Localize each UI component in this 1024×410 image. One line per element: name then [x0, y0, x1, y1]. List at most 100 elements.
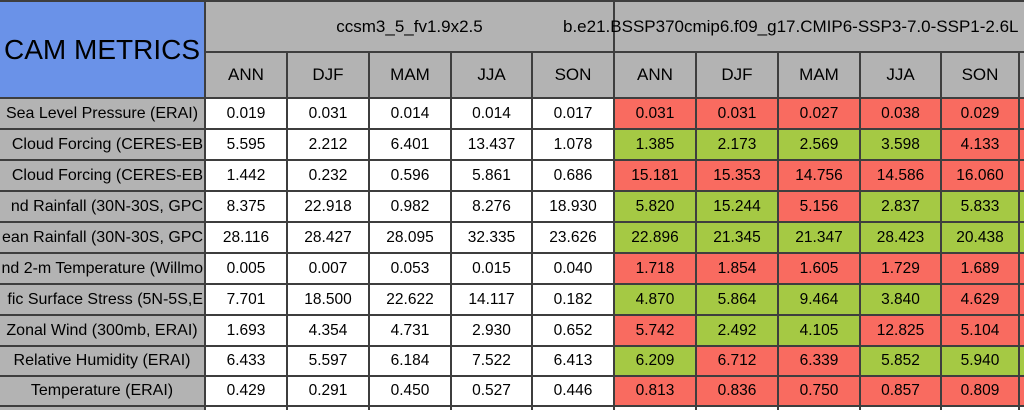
model1-value-cell: 28.116: [206, 223, 288, 254]
model2-value-cell: 1.729: [861, 254, 942, 285]
model1-value-cell: 13.437: [452, 130, 533, 161]
model2-value-cell: 5.864: [697, 285, 779, 316]
model1-value-cell: 5.597: [288, 347, 370, 377]
model1-value-cell: 0.040: [533, 254, 615, 285]
season-header-m2-ann: ANN: [615, 53, 697, 99]
model2-value-cell: 9.464: [779, 285, 861, 316]
model2-value-cell: 1.689: [942, 254, 1020, 285]
model2-value-cell: 5.156: [779, 192, 861, 223]
model2-value-cell: 0.031: [697, 99, 779, 130]
model1-value-cell: 4.354: [288, 316, 370, 347]
model1-value-cell: 23.626: [533, 223, 615, 254]
model2-value-cell: 6.209: [615, 347, 697, 377]
model2-value-cell: 5.852: [861, 347, 942, 377]
model1-value-cell: 1.693: [206, 316, 288, 347]
metric-label: Sea Level Pressure (ERAI): [0, 99, 206, 130]
season-header-m2-djf: DJF: [697, 53, 779, 99]
table-row: nd 2-m Temperature (Willmo 0.005 0.007 0.05…: [0, 254, 1024, 285]
clipped-edge-cell: [1020, 285, 1024, 316]
model2-value-cell: 3.840: [861, 285, 942, 316]
model2-header: b.e21.BSSP370cmip6.f09_g17.CMIP6-SSP3-7.…: [563, 2, 1024, 53]
model1-value-cell: 22.918: [288, 192, 370, 223]
model1-value-cell: 0.450: [370, 377, 452, 407]
model1-value-cell: 0.017: [533, 99, 615, 130]
season-header-m2-mam: MAM: [779, 53, 861, 99]
model1-name: ccsm3_5_fv1.9x2.5: [336, 16, 483, 36]
table-header: CAM METRICS ccsm3_5_fv1.9x2.5 b.e21.BSSP…: [0, 2, 1024, 99]
model2-value-cell: 1.854: [697, 254, 779, 285]
model2-value-cell: 0.750: [779, 377, 861, 407]
model1-value-cell: 2.930: [452, 316, 533, 347]
table-row: Zonal Wind (300mb, ERAI) 1.693 4.354 4.731 2…: [0, 316, 1024, 347]
model1-value-cell: 32.335: [452, 223, 533, 254]
model2-value-cell: 5.833: [942, 192, 1020, 223]
model1-value-cell: 1.078: [533, 130, 615, 161]
model2-value-cell: 0.813: [615, 377, 697, 407]
model2-value-cell: 2.492: [697, 316, 779, 347]
metric-label: Relative Humidity (ERAI): [0, 347, 206, 377]
season-header-m1-djf: DJF: [288, 53, 370, 99]
model1-value-cell: 0.031: [288, 99, 370, 130]
model1-value-cell: 0.652: [533, 316, 615, 347]
model1-value-cell: 0.527: [452, 377, 533, 407]
model1-value-cell: 28.095: [370, 223, 452, 254]
season-header-m1-mam: MAM: [370, 53, 452, 99]
model2-value-cell: 21.345: [697, 223, 779, 254]
model2-value-cell: 5.104: [942, 316, 1020, 347]
model2-value-cell: 2.173: [697, 130, 779, 161]
model1-value-cell: 4.731: [370, 316, 452, 347]
model2-value-cell: 4.105: [779, 316, 861, 347]
model1-value-cell: 8.375: [206, 192, 288, 223]
model1-value-cell: 0.019: [206, 99, 288, 130]
model2-value-cell: 0.031: [615, 99, 697, 130]
model2-value-cell: 4.870: [615, 285, 697, 316]
clipped-edge-cell: [1020, 377, 1024, 407]
model2-value-cell: 12.825: [861, 316, 942, 347]
model1-value-cell: 8.276: [452, 192, 533, 223]
model1-value-cell: 0.014: [452, 99, 533, 130]
model2-value-cell: 3.598: [861, 130, 942, 161]
model1-value-cell: 0.005: [206, 254, 288, 285]
model1-value-cell: 14.117: [452, 285, 533, 316]
model1-value-cell: 7.522: [452, 347, 533, 377]
model1-value-cell: 0.232: [288, 161, 370, 192]
metric-label: fic Surface Stress (5N-5S,E: [0, 285, 206, 316]
model1-value-cell: 2.212: [288, 130, 370, 161]
model2-value-cell: 5.742: [615, 316, 697, 347]
model2-value-cell: 2.569: [779, 130, 861, 161]
metric-label: ean Rainfall (30N-30S, GPC: [0, 223, 206, 254]
clipped-edge-cell: [1020, 161, 1024, 192]
season-header-m1-ann: ANN: [206, 53, 288, 99]
model2-value-cell: 0.038: [861, 99, 942, 130]
model1-value-cell: 28.427: [288, 223, 370, 254]
model1-value-cell: 0.596: [370, 161, 452, 192]
model2-value-cell: 0.027: [779, 99, 861, 130]
model1-value-cell: 18.930: [533, 192, 615, 223]
model2-value-cell: 15.244: [697, 192, 779, 223]
clipped-edge-cell: [1020, 130, 1024, 161]
model1-value-cell: 0.446: [533, 377, 615, 407]
table-row: Relative Humidity (ERAI) 6.433 5.597 6.184 7…: [0, 347, 1024, 377]
model1-value-cell: 0.291: [288, 377, 370, 407]
model2-value-cell: 4.629: [942, 285, 1020, 316]
model2-value-cell: 15.353: [697, 161, 779, 192]
model2-value-cell: 6.712: [697, 347, 779, 377]
table-row: Cloud Forcing (CERES-EB 1.442 0.232 0.596 5.…: [0, 161, 1024, 192]
partial-label-cell: [0, 407, 206, 410]
model2-value-cell: 16.060: [942, 161, 1020, 192]
model2-value-cell: 5.940: [942, 347, 1020, 377]
metric-label: nd Rainfall (30N-30S, GPC: [0, 192, 206, 223]
model1-value-cell: 0.429: [206, 377, 288, 407]
model1-header: ccsm3_5_fv1.9x2.5: [206, 2, 615, 53]
model1-value-cell: 5.595: [206, 130, 288, 161]
model1-value-cell: 5.861: [452, 161, 533, 192]
table-row: Sea Level Pressure (ERAI) 0.019 0.031 0.014…: [0, 99, 1024, 130]
table-row: nd Rainfall (30N-30S, GPC 8.375 22.918 0.98…: [0, 192, 1024, 223]
model1-value-cell: 6.433: [206, 347, 288, 377]
model2-value-cell: 5.820: [615, 192, 697, 223]
model2-value-cell: 0.836: [697, 377, 779, 407]
clipped-edge-cell: [1020, 192, 1024, 223]
model2-value-cell: 2.837: [861, 192, 942, 223]
model2-value-cell: 4.133: [942, 130, 1020, 161]
